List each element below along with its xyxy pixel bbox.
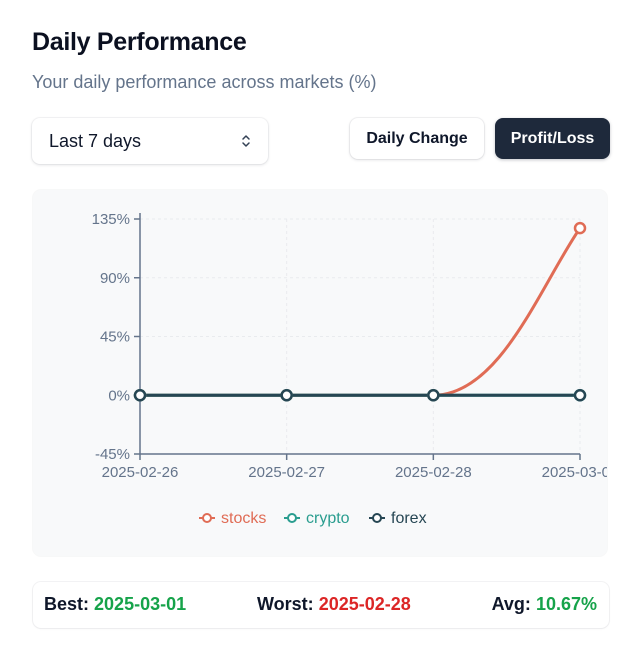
data-point-forex [573, 389, 587, 402]
legend-label-forex: forex [391, 510, 427, 527]
legend-marker-forex [372, 513, 382, 523]
legend-marker-crypto [287, 513, 297, 523]
worst-stat: Worst: 2025-02-28 [257, 594, 411, 615]
data-point-forex [427, 389, 440, 402]
daily-change-button[interactable]: Daily Change [350, 118, 484, 159]
best-label: Best: [44, 594, 90, 614]
avg-value: 10.67% [535, 594, 597, 614]
data-point-forex [280, 389, 293, 402]
worst-value: 2025-02-28 [318, 594, 411, 614]
legend-label-stocks: stocks [221, 510, 266, 527]
series-line-stocks [138, 226, 582, 397]
y-tick-label: 0% [108, 387, 130, 404]
x-tick-label: 2025-02-28 [395, 464, 472, 481]
y-tick-label: -45% [95, 446, 130, 463]
best-value: 2025-03-01 [94, 594, 187, 614]
best-stat: Best: 2025-03-01 [44, 594, 186, 615]
legend-item-forex: forex [369, 510, 427, 527]
y-tick-label: 45% [100, 329, 130, 346]
avg-stat: Avg: 10.67% [492, 594, 597, 615]
avg-label: Avg: [491, 594, 531, 614]
x-tick-label: 2025-03-01 [542, 464, 607, 481]
data-point-forex [133, 389, 147, 402]
legend-marker-stocks [202, 513, 212, 523]
worst-label: Worst: [257, 594, 314, 614]
legend-item-stocks: stocks [199, 510, 266, 527]
chevron-up-down-icon [242, 135, 250, 147]
page-title: Daily Performance [32, 28, 247, 56]
chart-card: 135% 90% 45% 0% -45% 2025-02-26 2025-02-27 2025… [33, 190, 607, 556]
legend-label-crypto: crypto [306, 510, 350, 527]
stats-bar: Best: 2025-03-01 Worst: 2025-02-28 Avg: … [33, 582, 609, 628]
legend-item-crypto: crypto [284, 510, 350, 527]
profit-loss-button[interactable]: Profit/Loss [495, 118, 610, 159]
x-tick-label: 2025-02-26 [102, 464, 179, 481]
range-select[interactable]: Last 7 days [32, 118, 268, 164]
performance-line-chart: 135% 90% 45% 0% -45%2025-02-26 2025-02-27 2025… [92, 211, 607, 527]
data-point-stocks [573, 221, 587, 235]
range-select-value: Last 7 days [49, 130, 142, 151]
page-subtitle: Your daily performance across markets (%… [32, 72, 377, 92]
y-tick-label: 90% [100, 270, 130, 287]
y-tick-label: 135% [92, 211, 130, 228]
x-tick-label: 2025-02-27 [248, 464, 325, 481]
